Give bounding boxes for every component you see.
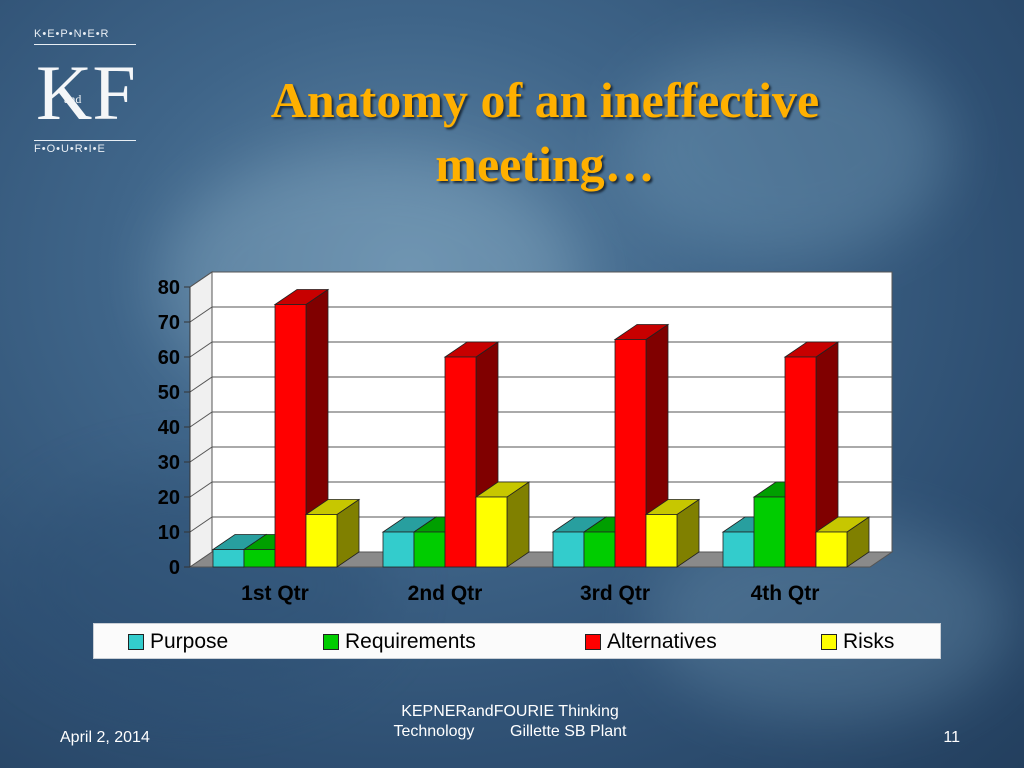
bar-purpose xyxy=(212,549,245,568)
legend-label-risks: Risks xyxy=(843,630,895,653)
logo-divider xyxy=(34,140,136,141)
y-tick-label: 40 xyxy=(158,417,180,439)
background-blob xyxy=(620,40,950,260)
legend-label-purpose: Purpose xyxy=(150,630,229,653)
bar-alternatives xyxy=(784,356,817,568)
x-tick-label: 3rd Qtr xyxy=(580,582,650,605)
bar-alternatives xyxy=(444,356,477,568)
slide-title-line-2: meeting… xyxy=(435,136,655,192)
footer-center-line-1: KEPNERandFOURIE Thinking xyxy=(401,703,619,720)
legend-swatch-alternatives xyxy=(585,634,601,650)
footer-center: KEPNERandFOURIE Thinking Technology Gill… xyxy=(330,702,690,742)
y-tick-label: 50 xyxy=(158,382,180,404)
slide-number: 11 xyxy=(943,729,960,746)
bar-purpose xyxy=(722,531,755,568)
legend-swatch-risks xyxy=(821,634,837,650)
chart-legend: Purpose Requirements Alternatives Risks xyxy=(93,623,941,659)
logo-bottom-text: F•O•U•R•I•E xyxy=(34,143,106,155)
bar-requirements xyxy=(413,531,446,568)
logo-top-text: K•E•P•N•E•R xyxy=(34,28,110,40)
bar-requirements xyxy=(753,496,786,568)
legend-item-purpose: Purpose xyxy=(128,630,228,654)
y-tick-label: 20 xyxy=(158,487,180,509)
legend-label-alternatives: Alternatives xyxy=(607,630,717,653)
bar-risks xyxy=(815,531,848,568)
footer-center-line-2: Technology Gillette SB Plant xyxy=(393,723,627,740)
bar-requirements xyxy=(243,549,276,568)
bar-risks xyxy=(645,514,678,568)
bar-risks xyxy=(475,496,508,568)
legend-swatch-purpose xyxy=(128,634,144,650)
y-tick-label: 80 xyxy=(158,277,180,299)
legend-item-risks: Risks xyxy=(821,630,894,654)
gridline xyxy=(189,306,892,323)
x-tick-label: 1st Qtr xyxy=(241,582,309,605)
slide-title-line-1: Anatomy of an ineffective xyxy=(270,72,820,128)
bar-purpose xyxy=(552,531,585,568)
legend-label-requirements: Requirements xyxy=(345,630,476,653)
x-tick-label: 4th Qtr xyxy=(751,582,820,605)
bar-alternatives xyxy=(274,304,307,568)
y-tick-label: 0 xyxy=(169,557,180,579)
y-tick-label: 30 xyxy=(158,452,180,474)
bar-risks xyxy=(305,514,338,568)
logo-letters: KF xyxy=(36,49,136,136)
x-tick-label: 2nd Qtr xyxy=(408,582,483,605)
legend-item-requirements: Requirements xyxy=(323,630,476,654)
y-tick-label: 70 xyxy=(158,312,180,334)
y-tick-label: 10 xyxy=(158,522,180,544)
legend-swatch-requirements xyxy=(323,634,339,650)
bar-alternatives xyxy=(614,339,647,568)
bar-requirements xyxy=(583,531,616,568)
y-tick-label: 60 xyxy=(158,347,180,369)
footer-date: April 2, 2014 xyxy=(60,729,150,746)
slide-title: Anatomy of an ineffective meeting… xyxy=(150,68,940,196)
logo-divider xyxy=(34,44,136,45)
legend-item-alternatives: Alternatives xyxy=(585,630,717,654)
bar-purpose xyxy=(382,531,415,568)
kepner-fourie-logo: K•E•P•N•E•R KF and F•O•U•R•I•E xyxy=(28,22,140,162)
gridline xyxy=(189,271,892,288)
logo-and-text: and xyxy=(64,92,82,106)
